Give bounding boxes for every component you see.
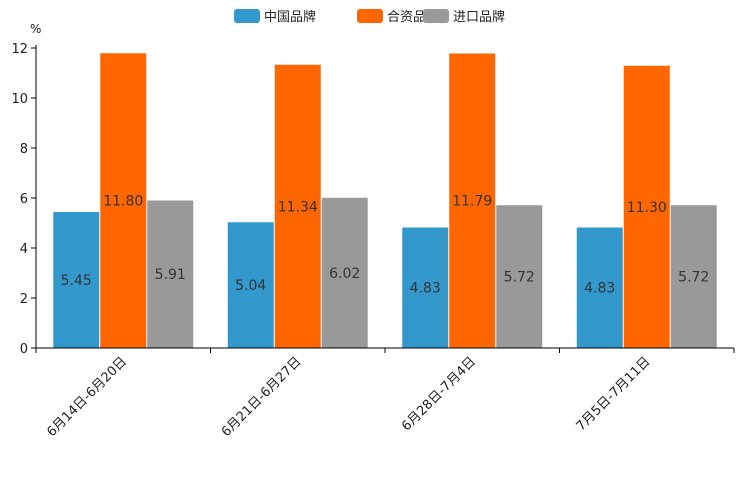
bar-data-label: 11.30 [627, 200, 667, 216]
x-category-label: 7月5日-7月11日 [574, 354, 654, 434]
bar [495, 204, 543, 349]
bar-data-label: 11.34 [278, 199, 318, 215]
bar [623, 65, 671, 349]
legend: 中国品牌 合资品牌 进口品牌 [234, 9, 505, 25]
x-category-label: 6月28日-7月4日 [399, 354, 479, 434]
y-axis-unit: % [30, 22, 41, 36]
bar-data-label: 5.45 [61, 273, 92, 289]
bar-data-label: 5.72 [678, 270, 709, 286]
bars: 5.45 11.80 5.91 5.04 11.34 6.02 4.83 11.79 5.72 4… [52, 52, 718, 349]
bar [274, 64, 322, 349]
legend-swatch [423, 9, 449, 23]
y-axis: 0 2 4 6 8 10 12 [11, 42, 37, 357]
legend-swatch [234, 9, 260, 23]
bar [576, 227, 624, 349]
y-tick-label: 12 [11, 42, 28, 57]
bar [321, 197, 369, 349]
legend-label: 中国品牌 [264, 9, 316, 25]
bar-data-label: 6.02 [329, 266, 360, 282]
y-tick-label: 2 [20, 292, 28, 307]
x-category-label: 6月21日-6月27日 [219, 354, 305, 440]
bar-data-label: 5.04 [235, 278, 266, 294]
bar-data-label: 5.91 [155, 267, 186, 283]
legend-label: 进口品牌 [453, 9, 505, 25]
x-category-label: 6月14日-6月20日 [44, 354, 130, 440]
bar-data-label: 4.83 [584, 281, 615, 297]
bar-data-label: 11.79 [452, 194, 492, 210]
bar [448, 53, 496, 349]
bar [670, 204, 718, 349]
bar [401, 227, 449, 349]
y-tick-label: 0 [20, 342, 28, 357]
legend-swatch [357, 9, 383, 23]
x-axis: 6月14日-6月20日 6月21日-6月27日 6月28日-7月4日 7月5日-7月1… [35, 347, 735, 440]
y-tick-label: 6 [20, 192, 28, 207]
bar [99, 52, 147, 349]
y-tick-label: 4 [20, 242, 28, 257]
bar-data-label: 4.83 [410, 281, 441, 297]
bar-data-label: 5.72 [504, 270, 535, 286]
bar [146, 200, 194, 349]
bar-data-label: 11.80 [103, 194, 143, 210]
bar [227, 221, 275, 349]
y-tick-label: 8 [20, 142, 28, 157]
y-tick-label: 10 [11, 92, 28, 107]
